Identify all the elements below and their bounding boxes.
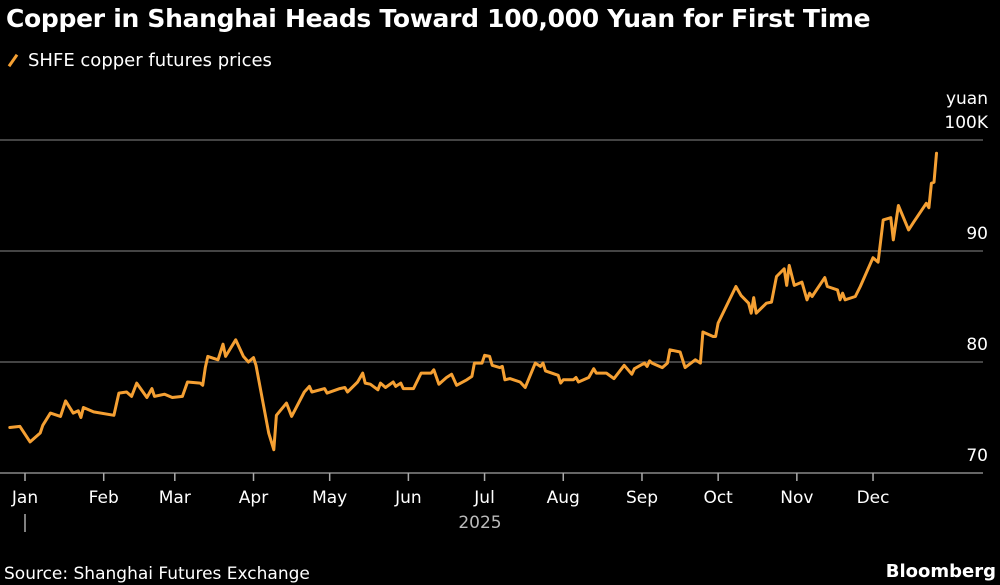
series-line-shfe-copper bbox=[8, 151, 938, 452]
legend-label: SHFE copper futures prices bbox=[28, 50, 272, 71]
x-axis: Jan Feb Mar Apr May Jun Jul Aug Sep Oct Nov Dec bbox=[11, 473, 890, 532]
x-tick-label: Sep bbox=[626, 488, 658, 508]
x-tick-label: Feb bbox=[89, 488, 119, 508]
y-tick-label: 90 bbox=[966, 224, 988, 244]
y-unit-label: yuan bbox=[946, 89, 988, 109]
x-tick-label: Nov bbox=[780, 488, 813, 508]
x-tick-label: Dec bbox=[857, 488, 890, 508]
x-tick-label: Mar bbox=[159, 488, 191, 508]
y-tick-label: 70 bbox=[966, 446, 988, 466]
x-tick-label: Jul bbox=[473, 488, 495, 508]
x-tick-label: May bbox=[312, 488, 347, 508]
y-tick-labels: 70 80 90 100K bbox=[944, 113, 988, 466]
y-tick-label: 80 bbox=[966, 335, 988, 355]
x-tick-label: Aug bbox=[547, 488, 580, 508]
y-tick-label: 100K bbox=[944, 113, 988, 133]
x-tick-label: Apr bbox=[239, 488, 268, 508]
gridlines bbox=[0, 139, 983, 474]
year-label: 2025 bbox=[458, 513, 501, 533]
legend: SHFE copper futures prices bbox=[6, 50, 272, 71]
chart-title: Copper in Shanghai Heads Toward 100,000 … bbox=[6, 4, 871, 33]
x-tick-label: Jan bbox=[11, 488, 38, 508]
source-note: Source: Shanghai Futures Exchange bbox=[4, 564, 310, 584]
x-tick-label: Oct bbox=[703, 488, 733, 508]
brand-logo: Bloomberg bbox=[885, 561, 996, 582]
x-tick-label: Jun bbox=[394, 488, 422, 508]
